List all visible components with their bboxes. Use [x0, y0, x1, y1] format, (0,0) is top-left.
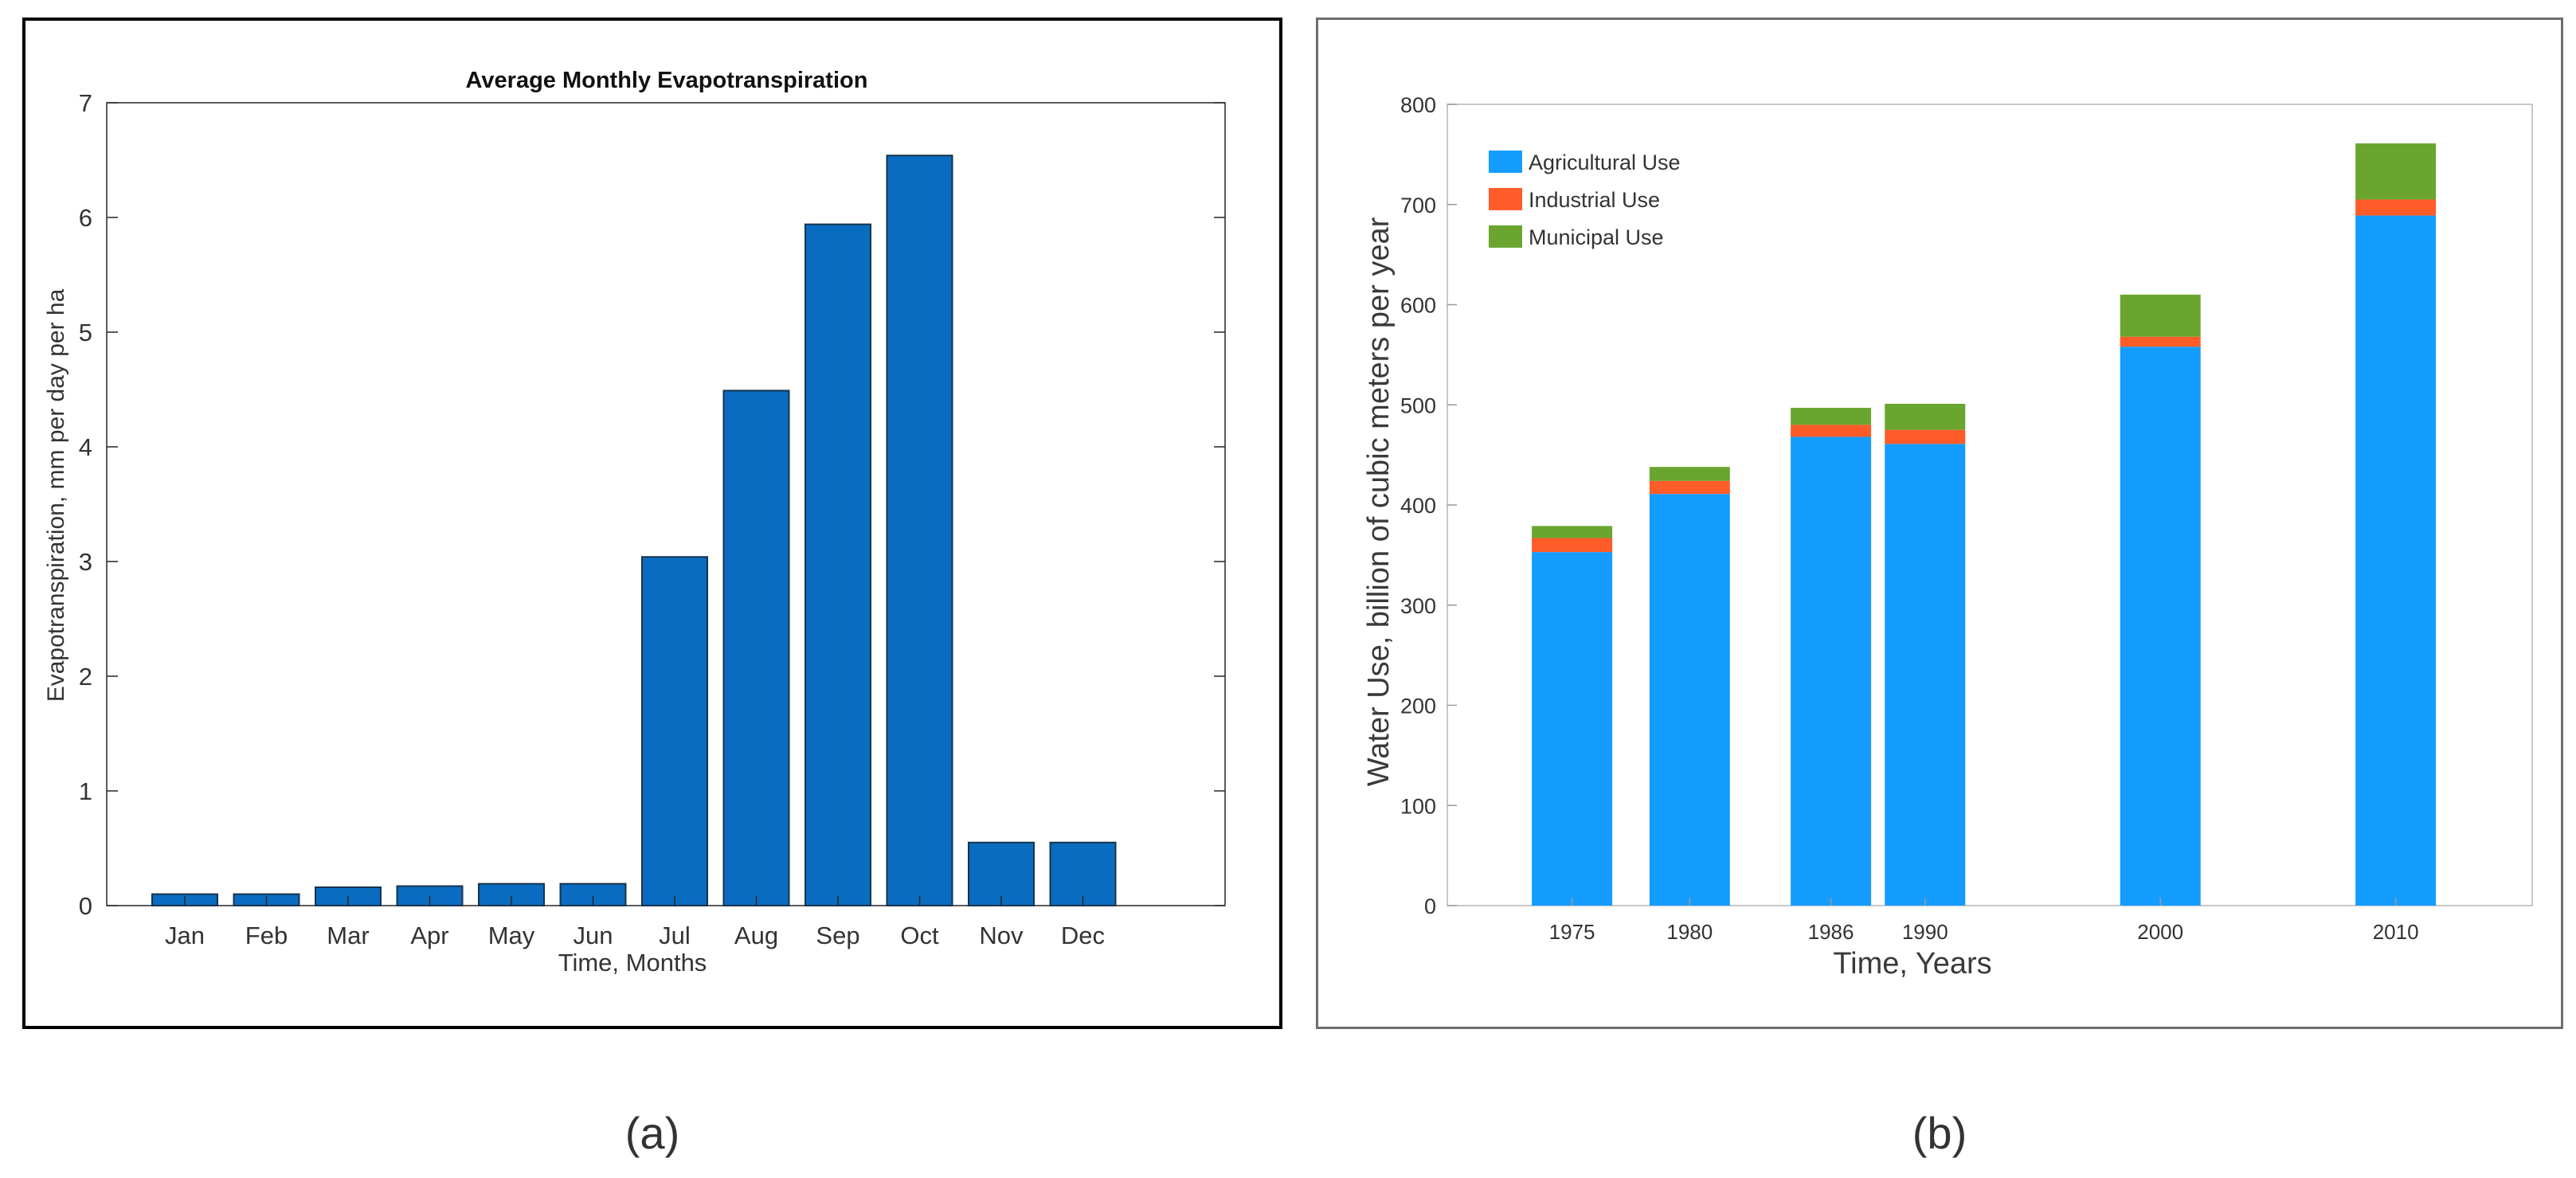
chart-b-y-tick-label: 200 — [1400, 695, 1436, 718]
chart-a-x-label: Time, Months — [558, 949, 707, 976]
chart-b-y-tick-label: 500 — [1400, 393, 1436, 417]
chart-a-panel: Average Monthly Evapotranspiration 0 1 2 3 4… — [22, 18, 1282, 1029]
chart-b-x-tick-label: 1986 — [1808, 920, 1854, 944]
chart-b-y-tick-label: 700 — [1400, 194, 1436, 217]
chart-a-x-tick-label: Jun — [574, 922, 613, 949]
chart-b-x-tick-label: 2010 — [2373, 920, 2419, 944]
chart-b-bar-2010-agricultural-use — [2355, 215, 2437, 906]
chart-a-x-tick-label: Mar — [327, 922, 369, 949]
chart-a-x-tick-label: Apr — [410, 922, 448, 949]
chart-a-y-tick-label: 7 — [79, 89, 92, 117]
chart-b-x-tick-label: 1980 — [1666, 920, 1713, 944]
chart-b-x-axis: 1975 1980 1986 1990 2000 2010 — [1549, 898, 2419, 944]
chart-a-bar-oct — [886, 155, 953, 907]
chart-b-bar-1980-industrial-use — [1649, 480, 1730, 495]
chart-a-x-tick-label: Jul — [659, 922, 691, 949]
chart-a-y-axis: 0 1 2 3 4 5 6 7 — [79, 89, 1225, 920]
chart-a-y-tick-label: 0 — [79, 892, 92, 920]
chart-a-x-tick-label: May — [488, 922, 535, 949]
chart-b-legend-swatch-industrial-use — [1489, 188, 1522, 210]
chart-b-bar-2000-industrial-use — [2120, 336, 2201, 347]
chart-b-legend-label-agricultural-use: Agricultural Use — [1529, 151, 1681, 174]
chart-a-x-tick-label: Dec — [1061, 922, 1105, 949]
chart-b-legend-label-municipal-use: Municipal Use — [1529, 225, 1664, 249]
chart-a-bar-nov — [968, 841, 1035, 907]
chart-b-bar-2000-municipal-use — [2120, 294, 2201, 337]
chart-a-x-tick-label: Aug — [734, 922, 778, 949]
chart-b-bar-2010-industrial-use — [2355, 199, 2437, 216]
chart-b-bar-1990-industrial-use — [1885, 429, 1966, 444]
chart-a-y-tick-label: 3 — [79, 548, 92, 576]
chart-b-bar-2010-municipal-use — [2355, 143, 2437, 200]
chart-a-y-tick-label: 1 — [79, 777, 92, 805]
chart-a-bar-jul — [641, 556, 708, 906]
chart-b-bar-1975-agricultural-use — [1532, 552, 1613, 906]
caption-b: (b) — [1912, 1108, 1967, 1158]
chart-a-x-tick-label: Feb — [245, 922, 288, 949]
chart-b-y-tick-label: 100 — [1400, 794, 1436, 818]
chart-b-bar-1980-agricultural-use — [1649, 494, 1730, 906]
chart-a-x-tick-label: Sep — [816, 922, 859, 949]
chart-b-y-axis: 0 100 200 300 400 500 600 700 800 — [1400, 93, 1457, 918]
chart-a-x-tick-label: Nov — [979, 922, 1024, 949]
chart-b-bar-1980-municipal-use — [1649, 467, 1730, 481]
chart-a-bars — [151, 155, 1117, 907]
chart-a-x-axis: Jan Feb Mar Apr May Jun Jul Aug Sep Oct Nov Dec — [165, 896, 1105, 949]
chart-b-legend-label-industrial-use: Industrial Use — [1529, 188, 1660, 212]
chart-b-bar-2000-agricultural-use — [2120, 346, 2201, 906]
chart-b-legend-swatch-municipal-use — [1489, 225, 1522, 248]
chart-b-y-tick-label: 300 — [1400, 594, 1436, 618]
chart-a-bar-sep — [805, 223, 871, 906]
chart-b-x-label: Time, Years — [1833, 947, 1991, 980]
chart-b-plot-area — [1447, 104, 2533, 906]
chart-b-bar-1975-municipal-use — [1532, 526, 1613, 538]
chart-b-bar-1990-municipal-use — [1885, 403, 1966, 430]
chart-a-bar-may — [478, 883, 545, 907]
chart-b-bars — [1532, 143, 2437, 906]
caption-a: (a) — [624, 1108, 680, 1158]
chart-a-svg: Average Monthly Evapotranspiration 0 1 2 3 4… — [43, 68, 1226, 976]
chart-b-bar-1986-municipal-use — [1791, 408, 1872, 425]
chart-a-y-tick-label: 4 — [79, 433, 92, 461]
chart-a-bar-aug — [722, 389, 790, 906]
chart-a-y-label: Evapotranspiration, mm per day per ha — [43, 288, 69, 702]
chart-b-bar-1975-industrial-use — [1532, 538, 1613, 553]
chart-b-y-label: Water Use, billion of cubic meters per y… — [1362, 217, 1396, 786]
chart-a-x-tick-label: Jan — [165, 922, 205, 949]
chart-a-bar-dec — [1049, 841, 1117, 907]
chart-b-x-tick-label: 1975 — [1549, 920, 1595, 944]
chart-b-x-tick-label: 1990 — [1902, 920, 1948, 944]
chart-a-y-tick-label: 5 — [79, 319, 92, 346]
chart-b-y-tick-label: 800 — [1400, 93, 1436, 117]
chart-a-y-tick-label: 2 — [79, 663, 92, 691]
chart-a-x-tick-label: Oct — [900, 922, 939, 949]
chart-a-y-tick-label: 6 — [79, 204, 92, 232]
chart-b-legend: Agricultural Use Industrial Use Municipal … — [1489, 151, 1681, 249]
chart-a-title: Average Monthly Evapotranspiration — [466, 68, 868, 93]
chart-b-panel: 0 100 200 300 400 500 600 700 800 1975 1980 1986 19… — [1316, 18, 2563, 1029]
chart-b-bar-1986-industrial-use — [1791, 425, 1872, 437]
chart-b-y-tick-label: 400 — [1400, 494, 1436, 518]
chart-b-y-tick-label: 0 — [1424, 894, 1436, 918]
chart-b-bar-1986-agricultural-use — [1791, 436, 1872, 906]
chart-b-y-tick-label: 600 — [1400, 294, 1436, 318]
chart-b-x-tick-label: 2000 — [2137, 920, 2183, 944]
chart-b-bar-1990-agricultural-use — [1885, 444, 1966, 906]
chart-b-legend-swatch-agricultural-use — [1489, 151, 1522, 173]
